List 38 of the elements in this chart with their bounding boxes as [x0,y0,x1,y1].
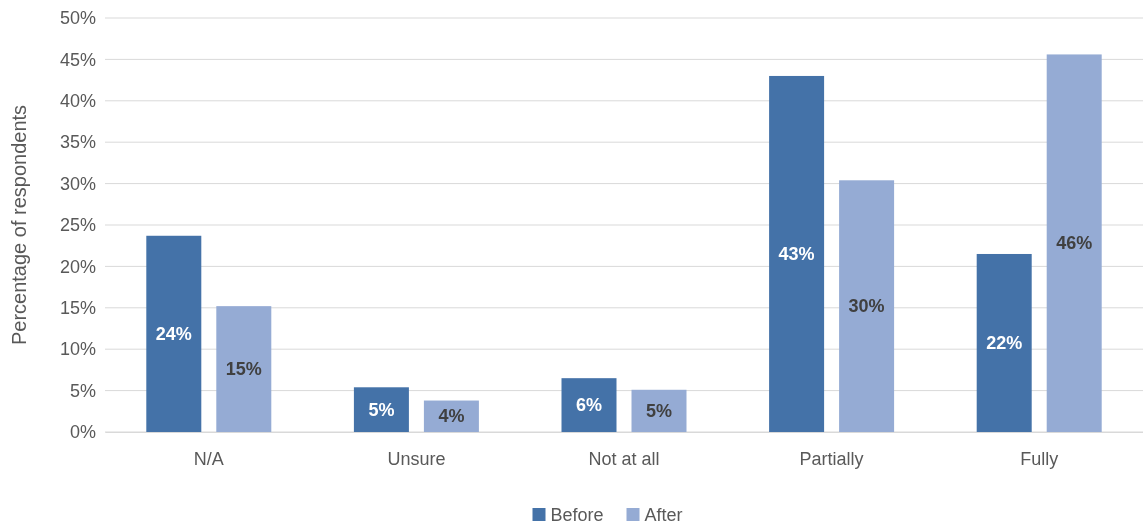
bar [146,235,202,432]
data-label: 5% [368,399,395,420]
legend-label: After [644,505,683,525]
data-label: 4% [438,406,465,427]
bar [976,253,1032,432]
y-axis-title: Percentage of respondents [8,104,30,346]
y-tick-label: 15% [59,298,96,319]
x-tick-label: Unsure [387,448,446,469]
data-label: 43% [778,243,815,264]
y-tick-label: 25% [59,215,96,236]
y-tick-label: 50% [59,8,96,29]
bar [216,306,272,432]
bar [353,387,409,432]
y-tick-label: 30% [59,173,96,194]
x-tick-label: Not at all [588,448,660,469]
y-tick-label: 35% [59,132,96,153]
x-tick-label: N/A [193,448,224,469]
y-tick-label: 20% [59,256,96,277]
data-label: 6% [575,395,603,416]
data-label: 24% [155,323,192,344]
y-tick-label: 10% [59,339,96,360]
legend-label: Before [550,505,604,525]
data-label: 46% [1056,233,1093,254]
bar [631,389,687,432]
y-tick-label: 0% [69,422,96,443]
data-label: 30% [848,296,885,317]
y-tick-label: 5% [69,380,96,401]
y-tick-label: 40% [59,91,96,112]
bar [839,180,895,432]
bar [561,378,617,432]
y-tick-label: 45% [59,49,96,70]
bar [1046,54,1102,432]
data-label: 5% [645,400,673,421]
x-tick-label: Partially [799,448,864,469]
bar [769,75,825,432]
data-label: 15% [225,359,262,380]
x-tick-label: Fully [1020,448,1059,469]
data-label: 22% [986,332,1023,353]
